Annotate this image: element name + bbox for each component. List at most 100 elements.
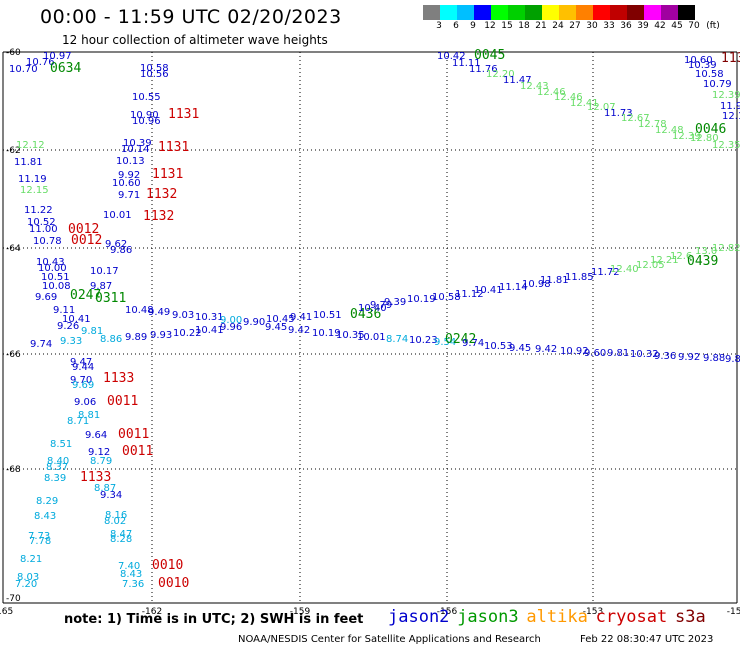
wave-height-value: 9.11 xyxy=(53,305,75,316)
map-grid xyxy=(2,51,738,604)
color-scale-label: 18 xyxy=(518,21,530,31)
pass-time-label: 1132 xyxy=(721,51,740,66)
wave-height-value: 8.74 xyxy=(386,334,408,345)
wave-height-value: 10.13 xyxy=(116,156,145,167)
longitude-label: -156 xyxy=(437,607,458,617)
wave-height-value: 10.53 xyxy=(484,341,513,352)
latitude-label: -70 xyxy=(6,594,21,604)
wave-height-value: 9.96 xyxy=(220,322,242,333)
wave-height-value: 11.00 xyxy=(29,224,58,235)
wave-height-value: 12.67 xyxy=(621,113,650,124)
wave-height-value: 9.44 xyxy=(72,362,94,373)
color-swatch xyxy=(644,5,661,20)
color-swatch xyxy=(474,5,491,20)
wave-height-value: 10.48 xyxy=(125,305,154,316)
wave-height-value: 9.36 xyxy=(654,351,676,362)
color-swatch xyxy=(610,5,627,20)
wave-height-value: 10.98 xyxy=(522,279,551,290)
wave-height-value: 10.78 xyxy=(33,236,62,247)
color-swatch xyxy=(491,5,508,20)
wave-height-value: 8.43 xyxy=(34,511,56,522)
credit-line: NOAA/NESDIS Center for Satellite Applica… xyxy=(238,634,541,645)
pass-time-label: 0011 xyxy=(118,427,149,442)
wave-height-value: 10.41 xyxy=(474,285,503,296)
page-title: 00:00 - 11:59 UTC 02/20/2023 xyxy=(40,6,342,28)
color-swatch xyxy=(559,5,576,20)
wave-height-value: 10.90 xyxy=(130,110,159,121)
wave-height-value: 10.01 xyxy=(357,332,386,343)
wave-height-value: 10.45 xyxy=(266,314,295,325)
wave-height-value: 9.42 xyxy=(535,344,557,355)
satellite-legend-jason2: jason2 xyxy=(388,607,450,627)
longitude-label: -162 xyxy=(142,607,162,617)
satellite-legend-altika: altika xyxy=(526,607,588,627)
pass-time-label: 0247 xyxy=(70,288,101,303)
wave-height-value: 9.90 xyxy=(243,317,265,328)
wave-height-value: 10.23 xyxy=(409,335,438,346)
wave-height-value: 12.35 xyxy=(712,140,740,151)
wave-height-value: 9.00 xyxy=(220,315,242,326)
wave-height-value: 9.47 xyxy=(70,357,92,368)
wave-height-value: 8.02 xyxy=(104,516,126,527)
wave-height-value: 11.81 xyxy=(540,275,569,286)
wave-height-value: 10.58 xyxy=(432,292,461,303)
wave-height-value: 10.92 xyxy=(560,346,589,357)
wave-height-value: 10.19 xyxy=(312,328,341,339)
wave-height-value: 8.81 xyxy=(78,410,100,421)
wave-height-value: 10.00 xyxy=(38,263,67,274)
color-scale-unit: (ft) xyxy=(706,21,720,31)
wave-height-value: 10.14 xyxy=(121,144,150,155)
color-swatch xyxy=(661,5,678,20)
wave-height-value: 9.74 xyxy=(462,338,484,349)
pass-time-label: 0634 xyxy=(50,61,81,76)
wave-height-value: 12.43 xyxy=(520,81,549,92)
wave-height-value: 10.39 xyxy=(688,60,717,71)
latitude-label: -64 xyxy=(6,244,21,254)
wave-height-value: 10.41 xyxy=(62,314,91,325)
wave-height-value: 9.12 xyxy=(88,447,110,458)
wave-height-value: 8.86 xyxy=(100,334,122,345)
wave-height-value: 9.62 xyxy=(105,239,127,250)
longitude-label: -153 xyxy=(583,607,603,617)
wave-height-value: 12.1 xyxy=(722,111,740,122)
pass-time-label: 1133 xyxy=(80,470,111,485)
wave-height-value: 7.78 xyxy=(29,536,51,547)
wave-height-value: 8.39 xyxy=(44,473,66,484)
wave-height-value: 11.72 xyxy=(591,267,620,278)
pass-time-label: 0311 xyxy=(95,291,126,306)
wave-height-value: 10.58 xyxy=(140,63,169,74)
wave-height-value: 10.41 xyxy=(195,325,224,336)
wave-height-value: 9.93 xyxy=(150,330,172,341)
wave-height-value: 9.88 xyxy=(703,353,725,364)
wave-height-value: 9.86 xyxy=(110,245,132,256)
wave-height-value: 10.58 xyxy=(695,69,724,80)
latitude-label: -62 xyxy=(6,146,21,156)
wave-height-value: 10.70 xyxy=(9,64,38,75)
wave-height-value: 8.71 xyxy=(67,416,89,427)
wave-height-value: 7.36 xyxy=(122,579,144,590)
wave-height-value: 11.9 xyxy=(720,101,740,112)
wave-height-value: 11.47 xyxy=(503,75,532,86)
wave-height-value: 10.32 xyxy=(630,349,659,360)
wave-height-value: 9.45 xyxy=(265,322,287,333)
wave-height-value: 10.43 xyxy=(36,257,65,268)
wave-height-value: 8.43 xyxy=(120,569,142,580)
wave-height-value: 10.51 xyxy=(313,310,342,321)
wave-height-value: 10.60 xyxy=(684,55,713,66)
satellite-legend-jason3: jason3 xyxy=(457,607,519,627)
wave-height-value: 9.81 xyxy=(81,326,103,337)
wave-height-value: 9.71 xyxy=(118,190,140,201)
wave-height-value: 11.22 xyxy=(24,205,53,216)
wave-height-value: 12.41 xyxy=(570,98,599,109)
wave-height-value: 9.69 xyxy=(35,292,57,303)
wave-height-value: 10.51 xyxy=(41,272,70,283)
color-scale-label: 6 xyxy=(453,21,459,31)
color-scale-label: 39 xyxy=(637,21,649,31)
wave-height-value: 9.70 xyxy=(70,375,92,386)
wave-height-value: 11.73 xyxy=(604,108,633,119)
wave-height-value: 11.11 xyxy=(452,58,481,69)
wave-height-value: 12.82 xyxy=(712,243,740,254)
wave-height-value: 9.26 xyxy=(57,321,79,332)
wave-height-value: 12.39 xyxy=(712,90,740,101)
color-scale-label: 3 xyxy=(436,21,442,31)
